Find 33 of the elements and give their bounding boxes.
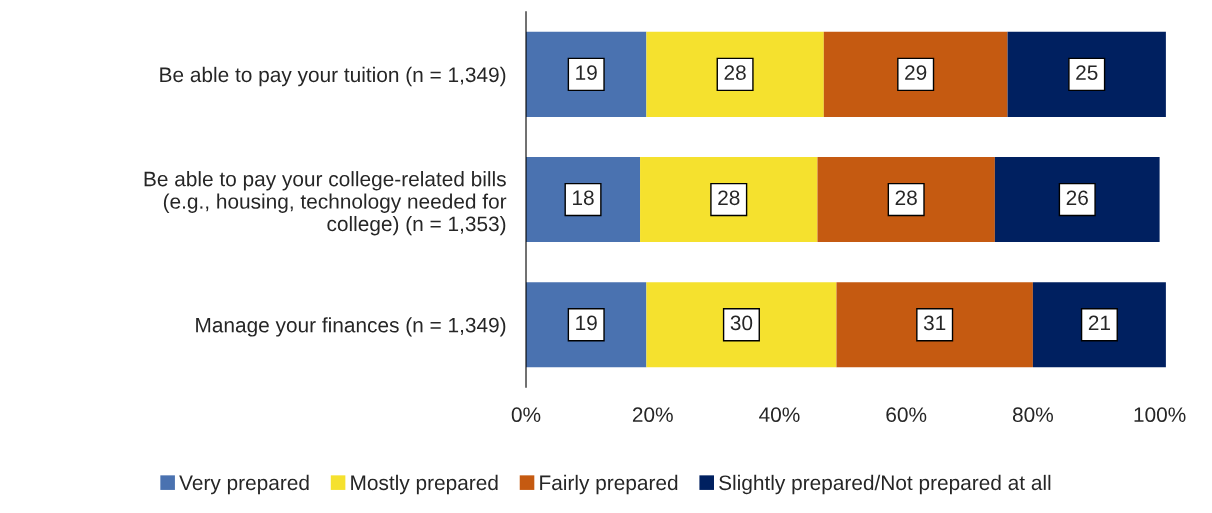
data-label: 19 xyxy=(576,315,597,331)
data-label: 19 xyxy=(576,65,597,80)
bar xyxy=(646,31,824,117)
data-label: 25 xyxy=(1076,65,1098,80)
legend-label: Mostly prepared xyxy=(351,474,498,495)
x-tick-label: 20% xyxy=(632,407,673,423)
data-label: 28 xyxy=(724,65,746,80)
y-tick-label: Be able to pay your tuition (n = 1,349) xyxy=(160,66,506,87)
x-tick-label: 0% xyxy=(511,407,541,423)
y-tick-label: Manage your finances (n = 1,349) xyxy=(196,317,506,337)
data-label: 28 xyxy=(895,190,917,206)
legend-label: Very prepared xyxy=(179,474,309,495)
data-label: 28 xyxy=(718,190,740,206)
legend-label: Slightly prepared/Not prepared at all xyxy=(719,474,1051,495)
data-label: 31 xyxy=(923,315,946,331)
data-label: 29 xyxy=(905,65,927,80)
legend-label: Fairly prepared xyxy=(540,474,678,495)
bar xyxy=(836,282,1033,368)
x-tick-label: 100% xyxy=(1134,407,1186,423)
bar xyxy=(994,157,1160,243)
bar xyxy=(640,157,818,243)
x-tick-label: 80% xyxy=(1012,407,1053,423)
data-label: 26 xyxy=(1066,190,1088,206)
data-label: 18 xyxy=(573,190,594,206)
bar xyxy=(646,282,837,368)
y-tick-label: Be able to pay your college-related bills (e.g., housing, technology needed for college) (n = 1,353) xyxy=(144,171,507,236)
bar xyxy=(823,31,1008,117)
x-tick-label: 40% xyxy=(759,407,800,423)
bar xyxy=(817,157,995,243)
x-tick-label: 60% xyxy=(886,407,927,423)
data-label: 21 xyxy=(1088,315,1110,331)
data-label: 30 xyxy=(730,315,753,331)
bar xyxy=(1007,31,1166,117)
